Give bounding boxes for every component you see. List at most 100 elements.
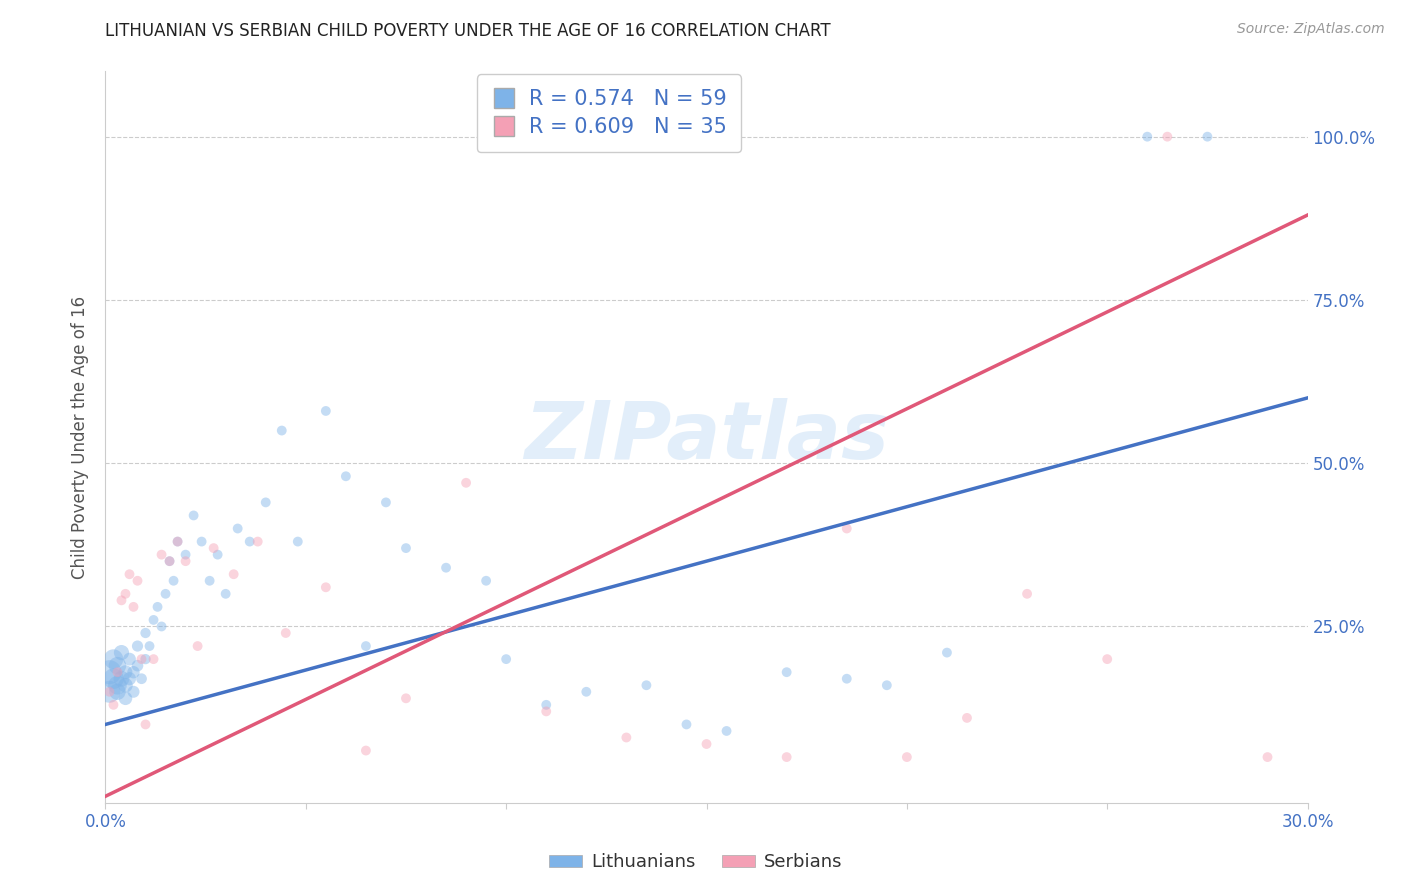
Point [107, 678, 129, 692]
Point [118, 567, 141, 582]
Point [118, 672, 141, 686]
Point [159, 554, 181, 568]
Point [127, 639, 149, 653]
Point [174, 548, 197, 562]
Point [214, 587, 236, 601]
Point [270, 424, 292, 438]
Point [114, 691, 136, 706]
Point [395, 691, 418, 706]
Point [287, 534, 309, 549]
Point [274, 626, 297, 640]
Point [575, 685, 598, 699]
Point [127, 574, 149, 588]
Point [636, 678, 658, 692]
Point [135, 717, 157, 731]
Point [956, 711, 979, 725]
Point [107, 685, 129, 699]
Point [118, 652, 141, 666]
Point [246, 534, 269, 549]
Point [110, 672, 132, 686]
Point [114, 665, 136, 680]
Point [98, 665, 121, 680]
Point [776, 665, 799, 680]
Point [122, 665, 145, 680]
Point [354, 639, 377, 653]
Point [616, 731, 638, 745]
Point [110, 593, 132, 607]
Point [103, 698, 125, 712]
Point [534, 698, 557, 712]
Point [454, 475, 477, 490]
Point [207, 548, 229, 562]
Point [131, 672, 153, 686]
Point [138, 639, 160, 653]
Text: Source: ZipAtlas.com: Source: ZipAtlas.com [1237, 22, 1385, 37]
Point [122, 685, 145, 699]
Point [159, 554, 181, 568]
Point [142, 652, 165, 666]
Point [131, 652, 153, 666]
Point [315, 404, 337, 418]
Point [98, 685, 121, 699]
Point [187, 639, 209, 653]
Point [896, 750, 918, 764]
Point [835, 521, 858, 535]
Point [1257, 750, 1279, 764]
Point [98, 685, 121, 699]
Point [150, 548, 173, 562]
Point [534, 705, 557, 719]
Point [354, 743, 377, 757]
Point [675, 717, 697, 731]
Point [202, 541, 225, 555]
Legend: Lithuanians, Serbians: Lithuanians, Serbians [543, 847, 849, 879]
Point [222, 567, 245, 582]
Point [835, 672, 858, 686]
Point [114, 587, 136, 601]
Point [103, 672, 125, 686]
Point [1197, 129, 1219, 144]
Point [936, 646, 959, 660]
Point [127, 658, 149, 673]
Point [335, 469, 357, 483]
Point [190, 534, 212, 549]
Point [107, 658, 129, 673]
Point [876, 678, 898, 692]
Point [1156, 129, 1178, 144]
Point [162, 574, 184, 588]
Point [776, 750, 799, 764]
Legend: R = 0.574   N = 59, R = 0.609   N = 35: R = 0.574 N = 59, R = 0.609 N = 35 [477, 74, 741, 152]
Point [122, 599, 145, 614]
Point [315, 580, 337, 594]
Point [135, 652, 157, 666]
Point [1136, 129, 1159, 144]
Point [103, 652, 125, 666]
Point [696, 737, 718, 751]
Point [166, 534, 188, 549]
Point [495, 652, 517, 666]
Point [114, 678, 136, 692]
Point [1097, 652, 1119, 666]
Point [374, 495, 398, 509]
Point [155, 587, 177, 601]
Point [135, 626, 157, 640]
Point [239, 534, 262, 549]
Point [1017, 587, 1039, 601]
Text: LITHUANIAN VS SERBIAN CHILD POVERTY UNDER THE AGE OF 16 CORRELATION CHART: LITHUANIAN VS SERBIAN CHILD POVERTY UNDE… [105, 22, 831, 40]
Point [434, 560, 457, 574]
Point [142, 613, 165, 627]
Point [183, 508, 205, 523]
Point [174, 554, 197, 568]
Point [254, 495, 277, 509]
Point [198, 574, 221, 588]
Point [475, 574, 498, 588]
Text: ZIPatlas: ZIPatlas [524, 398, 889, 476]
Point [110, 646, 132, 660]
Point [395, 541, 418, 555]
Point [226, 521, 249, 535]
Y-axis label: Child Poverty Under the Age of 16: Child Poverty Under the Age of 16 [70, 295, 89, 579]
Point [166, 534, 188, 549]
Point [150, 619, 173, 633]
Point [146, 599, 169, 614]
Point [107, 665, 129, 680]
Point [716, 723, 738, 738]
